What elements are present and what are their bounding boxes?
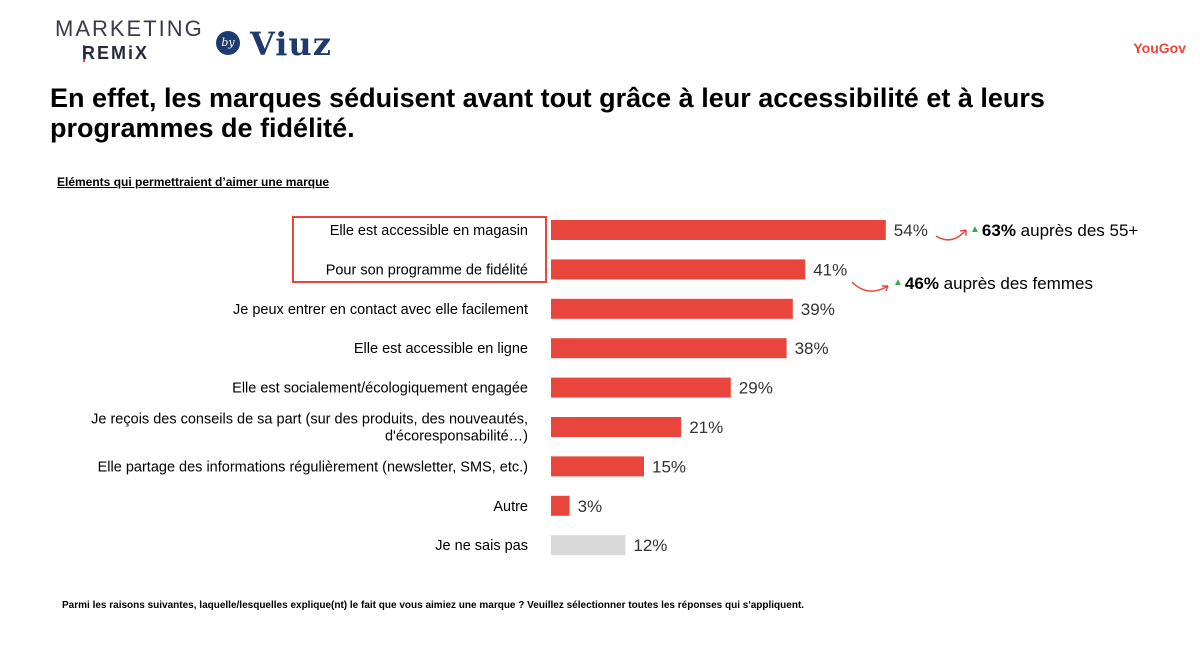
category-label: Elle est accessible en ligne	[354, 341, 528, 357]
logo-by-badge: by	[216, 31, 240, 55]
footnote: Parmi les raisons suivantes, laquelle/le…	[62, 600, 805, 611]
arrowhead	[959, 229, 967, 236]
bar	[551, 298, 793, 319]
yougov-logo: YouGov	[1133, 40, 1186, 56]
bar	[551, 259, 806, 280]
value-label: 12%	[633, 536, 667, 555]
callout-value: 63%	[981, 221, 1016, 240]
logo-marketing: MARKETING	[55, 16, 204, 41]
category-label: Pour son programme de fidélité	[326, 262, 528, 278]
highlight-box	[292, 216, 547, 283]
category-label: Elle est accessible en magasin	[330, 223, 528, 239]
arrowhead	[882, 285, 889, 292]
bar	[551, 377, 731, 398]
category-label: Je reçois des conseils de sa part (sur d…	[91, 412, 528, 428]
logo-remix: REMiX	[82, 43, 150, 63]
bar	[551, 535, 626, 556]
chart-title: Eléments qui permettraient d’aimer une m…	[57, 175, 330, 189]
category-label: Autre	[493, 499, 528, 515]
callout-55-plus: ▲ 63% auprès des 55+	[970, 221, 1138, 241]
value-label: 41%	[813, 260, 847, 279]
category-label: d'écoresponsabilité…)	[385, 429, 528, 445]
bar	[551, 220, 886, 240]
value-label: 38%	[795, 339, 829, 358]
value-label: 29%	[739, 379, 773, 398]
up-arrow-icon: ▲	[893, 277, 903, 288]
page-title: En effet, les marques séduisent avant to…	[50, 83, 1045, 143]
bar	[551, 338, 787, 359]
up-arrow-icon: ▲	[970, 224, 980, 235]
logo-viuz: Viuz	[250, 25, 332, 63]
callout-arrow	[851, 281, 889, 292]
callout-text: auprès des 55+	[1020, 221, 1139, 240]
category-label: Elle est socialement/écologiquement enga…	[232, 381, 528, 397]
category-label: Je peux entrer en contact avec elle faci…	[233, 302, 528, 318]
callout-text: auprès des femmes	[943, 274, 1093, 293]
bar	[551, 417, 682, 437]
value-label: 39%	[801, 300, 835, 319]
value-label: 21%	[689, 418, 723, 437]
callout-value: 46%	[904, 274, 939, 293]
value-label: 54%	[894, 221, 928, 240]
value-label: 3%	[578, 497, 603, 516]
callout-arrow	[935, 229, 967, 241]
bar	[551, 456, 644, 477]
category-label: Elle partage des informations régulièrem…	[98, 459, 528, 475]
value-label: 15%	[652, 457, 686, 476]
category-label: Je ne sais pas	[435, 538, 528, 554]
bar	[551, 495, 570, 516]
logo-divider	[83, 45, 85, 62]
callout-femmes: ▲ 46% auprès des femmes	[893, 274, 1093, 294]
